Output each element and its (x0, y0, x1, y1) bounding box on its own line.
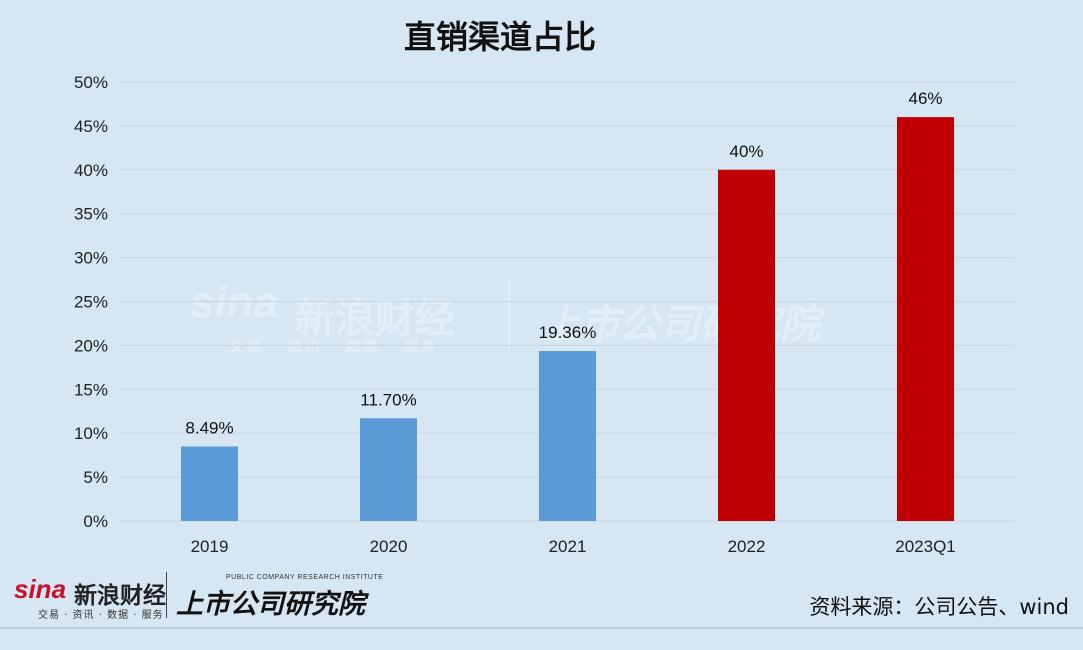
data-source: 资料来源：公司公告、wind (809, 595, 1069, 619)
bar-2021 (539, 351, 596, 521)
y-tick-label: 25% (74, 293, 108, 312)
y-tick-label: 10% (74, 424, 108, 443)
logo-institute: 上市公司研究院 (176, 589, 365, 620)
data-label-2020: 11.70% (360, 390, 416, 409)
x-tick-label-2021: 2021 (549, 537, 587, 556)
bars (181, 117, 954, 522)
y-tick-label: 45% (74, 117, 108, 136)
bar-2019 (181, 446, 238, 521)
y-tick-label: 15% (74, 380, 108, 399)
bar-chart: 0% 5% 10% 15% 20% 25% 30% 35% 40% 45% 50% 8.49% 11.… (74, 73, 1015, 556)
data-label-2019: 8.49% (185, 418, 233, 437)
data-label-2021: 19.36% (539, 323, 597, 342)
footer-divider (0, 627, 1083, 629)
bar-2023Q1 (897, 117, 954, 522)
logo-brand-latin: sina (14, 574, 67, 604)
data-label-2023Q1: 46% (908, 89, 942, 108)
x-tick-label-2019: 2019 (191, 537, 229, 556)
x-tick-label-2023Q1: 2023Q1 (895, 537, 956, 556)
y-tick-label: 40% (74, 161, 108, 180)
y-tick-label: 20% (74, 336, 108, 355)
logo-divider (166, 572, 167, 618)
logo-tagline: 交易 · 资讯 · 数据 · 服务 (38, 610, 164, 621)
data-label-2022: 40% (729, 142, 763, 161)
bar-2020 (360, 418, 417, 521)
y-tick-label: 50% (74, 73, 108, 92)
y-tick-label: 30% (74, 249, 108, 268)
bar-2022 (718, 169, 775, 522)
x-tick-label-2020: 2020 (370, 537, 408, 556)
x-axis-ticks: 2019 2020 2021 2022 2023Q1 (191, 537, 956, 556)
y-tick-label: 5% (83, 468, 108, 487)
logo-brand-cn: 新浪财经 (74, 583, 166, 609)
data-labels: 8.49% 11.70% 19.36% 40% 46% (185, 89, 942, 437)
y-axis-ticks: 0% 5% 10% 15% 20% 25% 30% 35% 40% 45% 50% (74, 73, 108, 531)
y-tick-label: 0% (83, 512, 108, 531)
logo-institute-en: PUBLIC COMPANY RESEARCH INSTITUTE (226, 574, 384, 581)
x-tick-label-2022: 2022 (728, 537, 766, 556)
chart-title: 直销渠道占比 (403, 18, 596, 56)
y-tick-label: 35% (74, 205, 108, 224)
footer-logo: sina 新浪财经 交易 · 资讯 · 数据 · 服务 PUBLIC COMPA… (14, 572, 384, 622)
